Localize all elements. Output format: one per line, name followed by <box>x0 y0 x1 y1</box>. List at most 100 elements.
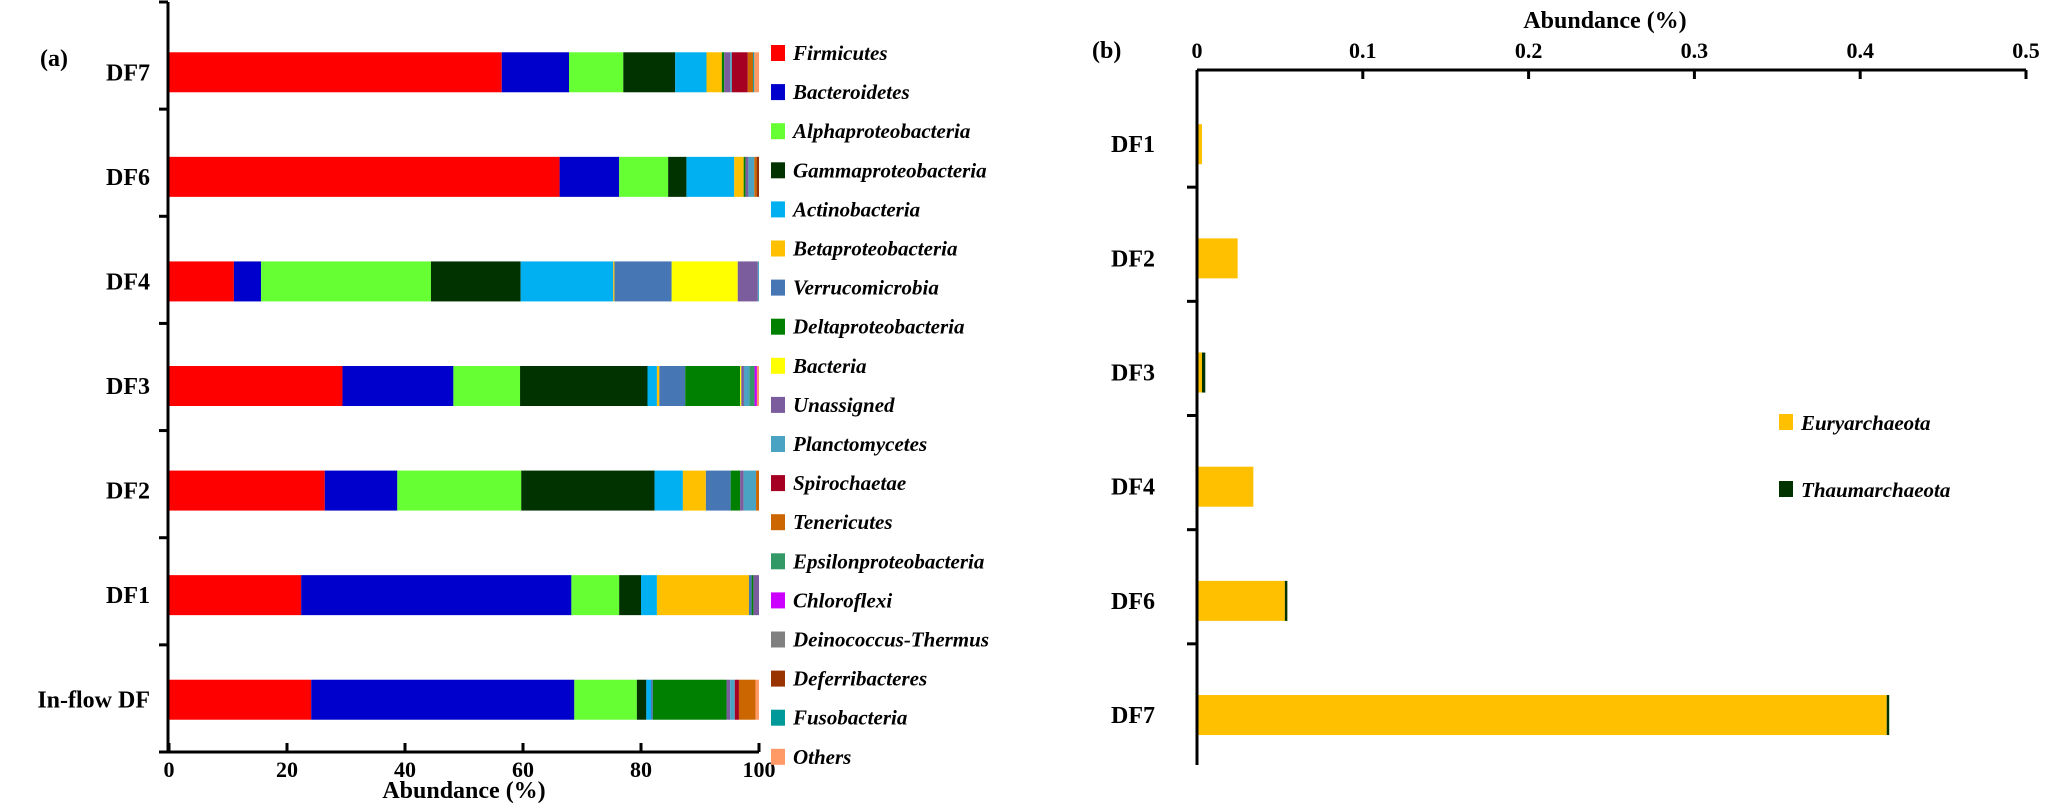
legend-swatch <box>1779 414 1793 430</box>
bar-segment-actinobacteria <box>686 156 735 197</box>
bar-segment-firmicutes <box>169 261 234 302</box>
bar-segment-spirochaetae <box>734 679 739 720</box>
panel-b-stacked-bar-chart: (b) Abundance (%) DF1 DF2 DF3 DF4 DF6 DF7 0 0.1… <box>1092 8 2040 765</box>
bar-segment-planctomycetes <box>730 52 732 93</box>
bar-segment-deltaproteobacteria <box>721 52 725 93</box>
panel-b-legend: Euryarchaeota Thaumarchaeota <box>1779 411 1950 502</box>
bar-segment-others <box>756 366 759 406</box>
x-tick-label: 0 <box>1192 38 1203 63</box>
bar-segment-epsilonproteobacteria <box>749 366 755 406</box>
legend-label: Euryarchaeota <box>1800 411 1931 435</box>
bar-segment-betaproteobacteria <box>734 156 744 197</box>
legend-label: Planctomycetes <box>792 432 927 456</box>
bar-segment-euryarchaeota <box>1197 466 1254 507</box>
panel-a-bars <box>169 52 759 720</box>
legend-item: Tenericutes <box>771 510 893 534</box>
bar-segment-bacteroidetes <box>233 261 262 302</box>
x-tick-label: 40 <box>394 757 416 782</box>
legend-label: Fusobacteria <box>792 706 907 730</box>
legend-swatch <box>771 84 785 101</box>
bar-segment-euryarchaeota <box>1197 695 1887 736</box>
legend-label: Firmicutes <box>792 41 888 65</box>
bar-segment-actinobacteria <box>520 261 614 302</box>
legend-swatch <box>771 592 785 609</box>
bar-segment-betaproteobacteria <box>682 470 706 511</box>
legend-label: Thaumarchaeota <box>1801 478 1950 502</box>
bar-segment-betaproteobacteria <box>656 575 749 616</box>
legend-item: Thaumarchaeota <box>1779 478 1950 502</box>
bar-segment-fusobacteria <box>753 52 755 93</box>
bar-segment-verrucomicrobia <box>659 366 686 406</box>
legend-label: Actinobacteria <box>791 197 920 221</box>
legend-label: Bacteria <box>792 354 867 378</box>
category-label: DF1 <box>106 583 150 609</box>
x-tick-label: 80 <box>630 757 652 782</box>
legend-item: Deinococcus-Thermus <box>771 628 989 652</box>
bar-segment-unassigned <box>724 52 731 93</box>
bar-segment-deltaproteobacteria <box>751 575 754 616</box>
bar-segment-actinobacteria <box>654 470 683 511</box>
category-label: DF3 <box>106 374 150 400</box>
legend-swatch <box>771 318 785 335</box>
legend-label: Chloroflexi <box>793 588 892 612</box>
bar-segment-firmicutes <box>169 366 343 406</box>
bar-segment-gammaproteobacteria <box>636 679 647 720</box>
bar-segment-unassigned <box>745 156 749 197</box>
x-tick-label: 100 <box>743 757 776 782</box>
legend-item: Bacteroidetes <box>771 80 910 104</box>
category-label: DF7 <box>1111 703 1155 729</box>
bar-segment-deltaproteobacteria <box>730 470 741 511</box>
x-tick-label: 0.1 <box>1349 38 1377 63</box>
legend-item: Deferribacteres <box>771 667 927 691</box>
bar-segment-actinobacteria <box>647 366 657 406</box>
bar-segment-bacteroidetes <box>301 575 572 616</box>
bar-segment-alphaproteobacteria <box>397 470 522 511</box>
bar-segment-thaumarchaeota <box>1284 580 1288 621</box>
legend-swatch <box>771 670 785 687</box>
legend-swatch <box>771 709 785 726</box>
x-tick-label: 0.4 <box>1846 38 1874 63</box>
bar-segment-alphaproteobacteria <box>571 575 620 616</box>
bar-segment-actinobacteria <box>641 575 657 616</box>
category-label: DF2 <box>106 479 150 505</box>
legend-swatch <box>771 357 785 374</box>
bar-segment-verrucomicrobia <box>651 679 653 720</box>
bar-segment-unassigned <box>726 679 731 720</box>
bar-segment-unassigned <box>740 470 744 511</box>
category-label: In-flow DF <box>37 688 150 714</box>
bar-segment-euryarchaeota <box>1197 124 1202 165</box>
bar-segment-bacteroidetes <box>342 366 454 406</box>
legend-item: Fusobacteria <box>771 706 907 730</box>
bar-segment-alphaproteobacteria <box>619 156 669 197</box>
x-tick-label: 0.3 <box>1681 38 1709 63</box>
bar-segment-planctomycetes <box>730 679 735 720</box>
bar-segment-others <box>754 52 759 93</box>
bar-segment-gammaproteobacteria <box>430 261 521 302</box>
bar-segment-deferribacteres <box>756 156 759 197</box>
bar-segment-gammaproteobacteria <box>623 52 676 93</box>
legend-label: Betaproteobacteria <box>792 237 957 261</box>
legend-swatch <box>771 240 785 257</box>
legend-item: Verrucomicrobia <box>771 276 939 300</box>
bar-segment-firmicutes <box>169 52 502 93</box>
bar-segment-spirochaetae <box>731 52 748 93</box>
legend-swatch <box>771 514 785 531</box>
panel-b-axes: DF1 DF2 DF3 DF4 DF6 DF7 0 0.1 0.2 0.3 0.4 0.5 <box>1111 38 2040 765</box>
legend-item: Deltaproteobacteria <box>771 315 964 339</box>
bar-segment-alphaproteobacteria <box>574 679 637 720</box>
bar-segment-euryarchaeota <box>1197 352 1202 393</box>
panel-b-x-axis-title: Abundance (%) <box>1523 8 1686 34</box>
bar-segment-alphaproteobacteria <box>453 366 521 406</box>
bar-segment-bacteroidetes <box>324 470 398 511</box>
legend-item: Firmicutes <box>771 41 888 65</box>
legend-label: Deltaproteobacteria <box>792 315 964 339</box>
bar-segment-bacteria <box>671 261 738 302</box>
panel-a-stacked-bar-chart: (a) DF7 DF6 DF4 DF3 DF2 DF1 In-flow DF 0 20 40 60 8… <box>37 0 989 804</box>
category-label: DF3 <box>1111 361 1155 387</box>
bar-segment-unassigned <box>737 261 758 302</box>
panel-a-x-axis-title: Abundance (%) <box>382 778 545 804</box>
category-label: DF6 <box>106 165 150 191</box>
legend-item: Others <box>771 745 851 769</box>
x-tick-label: 0 <box>164 757 175 782</box>
bar-segment-verrucomicrobia <box>614 261 672 302</box>
